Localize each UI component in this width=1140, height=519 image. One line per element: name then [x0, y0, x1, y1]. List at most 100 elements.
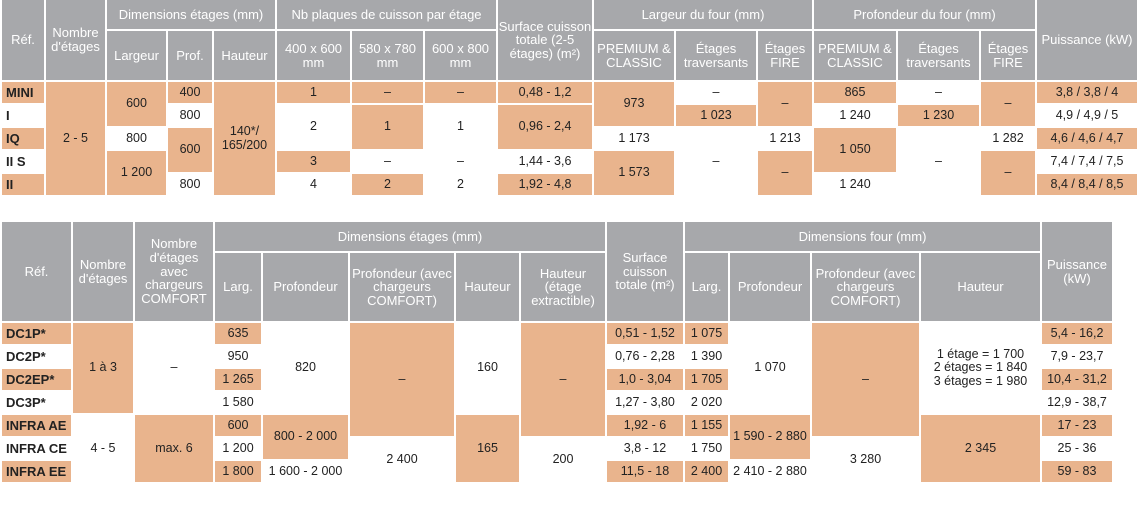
plaque-580-cell: 1: [352, 105, 423, 149]
hauteur-four-cell: 1 étage = 1 700 2 étages = 1 840 3 étage…: [921, 323, 1040, 413]
hauteur-four-line: 2 étages = 1 840: [933, 360, 1028, 375]
header-largeur-four: Largeur du four (mm): [594, 0, 812, 29]
header-surface: Surface cuisson totale (2-5 étages) (m²): [498, 0, 592, 80]
puissance-cell: 3,8 / 3,8 / 4: [1037, 82, 1137, 103]
header-profondeur-premium: PREMIUM & CLASSIC: [814, 31, 896, 80]
profondeur-four-cell: 2 410 - 2 880: [730, 461, 810, 482]
larg-cell: 635: [215, 323, 261, 344]
header-hauteur: Hauteur: [456, 253, 519, 321]
largeur-premium-cell: 1 173: [594, 128, 674, 149]
larg-four-cell: 1 750: [685, 438, 728, 459]
hauteur-four-line: 3 étages = 1 980: [933, 373, 1028, 388]
ref-cell: II: [2, 174, 44, 195]
larg-cell: 1 200: [215, 438, 261, 459]
header-puissance: Puissance (kW): [1037, 0, 1137, 80]
prof-cell: 600: [168, 128, 212, 172]
puissance-cell: 7,4 / 7,4 / 7,5: [1037, 151, 1137, 172]
larg-four-cell: 1 155: [685, 415, 728, 436]
profondeur-cell: 1 600 - 2 000: [263, 461, 348, 482]
header-nb-plaques: Nb plaques de cuisson par étage: [277, 0, 496, 29]
profondeur-premium-cell: 1 240: [814, 174, 896, 195]
header-profondeur-fire: Étages FIRE: [981, 31, 1035, 80]
profondeur-traversants-cell: 1 230: [898, 105, 979, 126]
hauteur-cell: 140*/ 165/200: [214, 82, 275, 195]
profondeur-fire-cell: 1 282: [981, 128, 1035, 149]
largeur-premium-cell: 973: [594, 82, 674, 126]
plaque-580-cell: –: [352, 82, 423, 103]
ref-cell: INFRA AE: [2, 415, 71, 436]
surface-cell: 1,0 - 3,04: [607, 369, 683, 390]
header-ref: Réf.: [2, 222, 71, 321]
header-dim-etages: Dimensions étages (mm): [215, 222, 605, 251]
surface-cell: 0,76 - 2,28: [607, 346, 683, 367]
surface-cell: 1,92 - 6: [607, 415, 683, 436]
profondeur-traversants-cell: –: [898, 128, 979, 195]
prof-cell: 400: [168, 82, 212, 103]
header-profondeur: Profondeur: [263, 253, 348, 321]
header-hauteur-four: Hauteur: [921, 253, 1040, 321]
surface-cell: 3,8 - 12: [607, 438, 683, 459]
hauteur-cell: 165: [456, 415, 519, 482]
profondeur-cell: 820: [263, 323, 348, 413]
largeur-traversants-cell: –: [676, 82, 756, 103]
header-ref: Réf.: [2, 0, 44, 80]
larg-cell: 600: [215, 415, 261, 436]
prof-cell: 800: [168, 174, 212, 195]
puissance-cell: 17 - 23: [1042, 415, 1112, 436]
surface-cell: 0,96 - 2,4: [498, 105, 592, 149]
larg-four-cell: 1 075: [685, 323, 728, 344]
ref-cell: IQ: [2, 128, 44, 149]
plaque-400-cell: 2: [277, 105, 350, 149]
largeur-traversants-cell: 1 023: [676, 105, 756, 126]
ref-cell: INFRA EE: [2, 461, 71, 482]
hauteur-cell: 160: [456, 323, 519, 413]
nb-comfort-cell: max. 6: [135, 415, 213, 482]
plaque-600-cell: 2: [425, 174, 496, 195]
surface-cell: 1,92 - 4,8: [498, 174, 592, 195]
header-dim-four: Dimensions four (mm): [685, 222, 1040, 251]
puissance-cell: 4,6 / 4,6 / 4,7: [1037, 128, 1137, 149]
largeur-fire-cell: 1 213: [758, 128, 812, 149]
profondeur-fire-cell: –: [981, 82, 1035, 126]
larg-cell: 1 265: [215, 369, 261, 390]
profondeur-traversants-cell: –: [898, 82, 979, 103]
oven-table-2: Réf. Nombre d'étages Nombre d'étages ave…: [0, 220, 1114, 484]
ref-cell: DC3P*: [2, 392, 71, 413]
profondeur-comfort-cell: –: [350, 323, 454, 436]
header-largeur-fire: Étages FIRE: [758, 31, 812, 80]
header-largeur: Largeur: [107, 31, 166, 80]
largeur-cell: 800: [107, 128, 166, 149]
puissance-cell: 25 - 36: [1042, 438, 1112, 459]
hauteur-four-line: 1 étage = 1 700: [936, 347, 1025, 362]
profondeur-premium-cell: 865: [814, 82, 896, 103]
profondeur-four-cell: 1 070: [730, 323, 810, 413]
profondeur-four-comfort-cell: –: [812, 323, 919, 436]
header-hauteur-extractible: Hauteur (étage extractible): [521, 253, 605, 321]
plaque-600-cell: 1: [425, 105, 496, 149]
puissance-cell: 12,9 - 38,7: [1042, 392, 1112, 413]
header-nb-etages: Nombre d'étages: [73, 222, 133, 321]
ref-cell: INFRA CE: [2, 438, 71, 459]
plaque-400-cell: 4: [277, 174, 350, 195]
nb-etages-cell: 1 à 3: [73, 323, 133, 413]
plaque-400-cell: 1: [277, 82, 350, 103]
nb-etages-cell: 2 - 5: [46, 82, 105, 195]
header-larg-four: Larg.: [685, 253, 728, 321]
profondeur-premium-cell: 1 240: [814, 105, 896, 126]
header-prof: Prof.: [168, 31, 212, 80]
header-puissance: Puissance (kW): [1042, 222, 1112, 321]
puissance-cell: 59 - 83: [1042, 461, 1112, 482]
ref-cell: DC2P*: [2, 346, 71, 367]
header-profondeur-traversants: Étages traversants: [898, 31, 979, 80]
larg-cell: 1 800: [215, 461, 261, 482]
plaque-580-cell: 2: [352, 174, 423, 195]
header-hauteur: Hauteur: [214, 31, 275, 80]
ref-cell: I: [2, 105, 44, 126]
ref-cell: DC2EP*: [2, 369, 71, 390]
puissance-cell: 7,9 - 23,7: [1042, 346, 1112, 367]
profondeur-premium-cell: 1 050: [814, 128, 896, 172]
profondeur-cell: 800 - 2 000: [263, 415, 348, 459]
ref-cell: MINI: [2, 82, 44, 103]
surface-cell: 1,44 - 3,6: [498, 151, 592, 172]
larg-cell: 1 580: [215, 392, 261, 413]
